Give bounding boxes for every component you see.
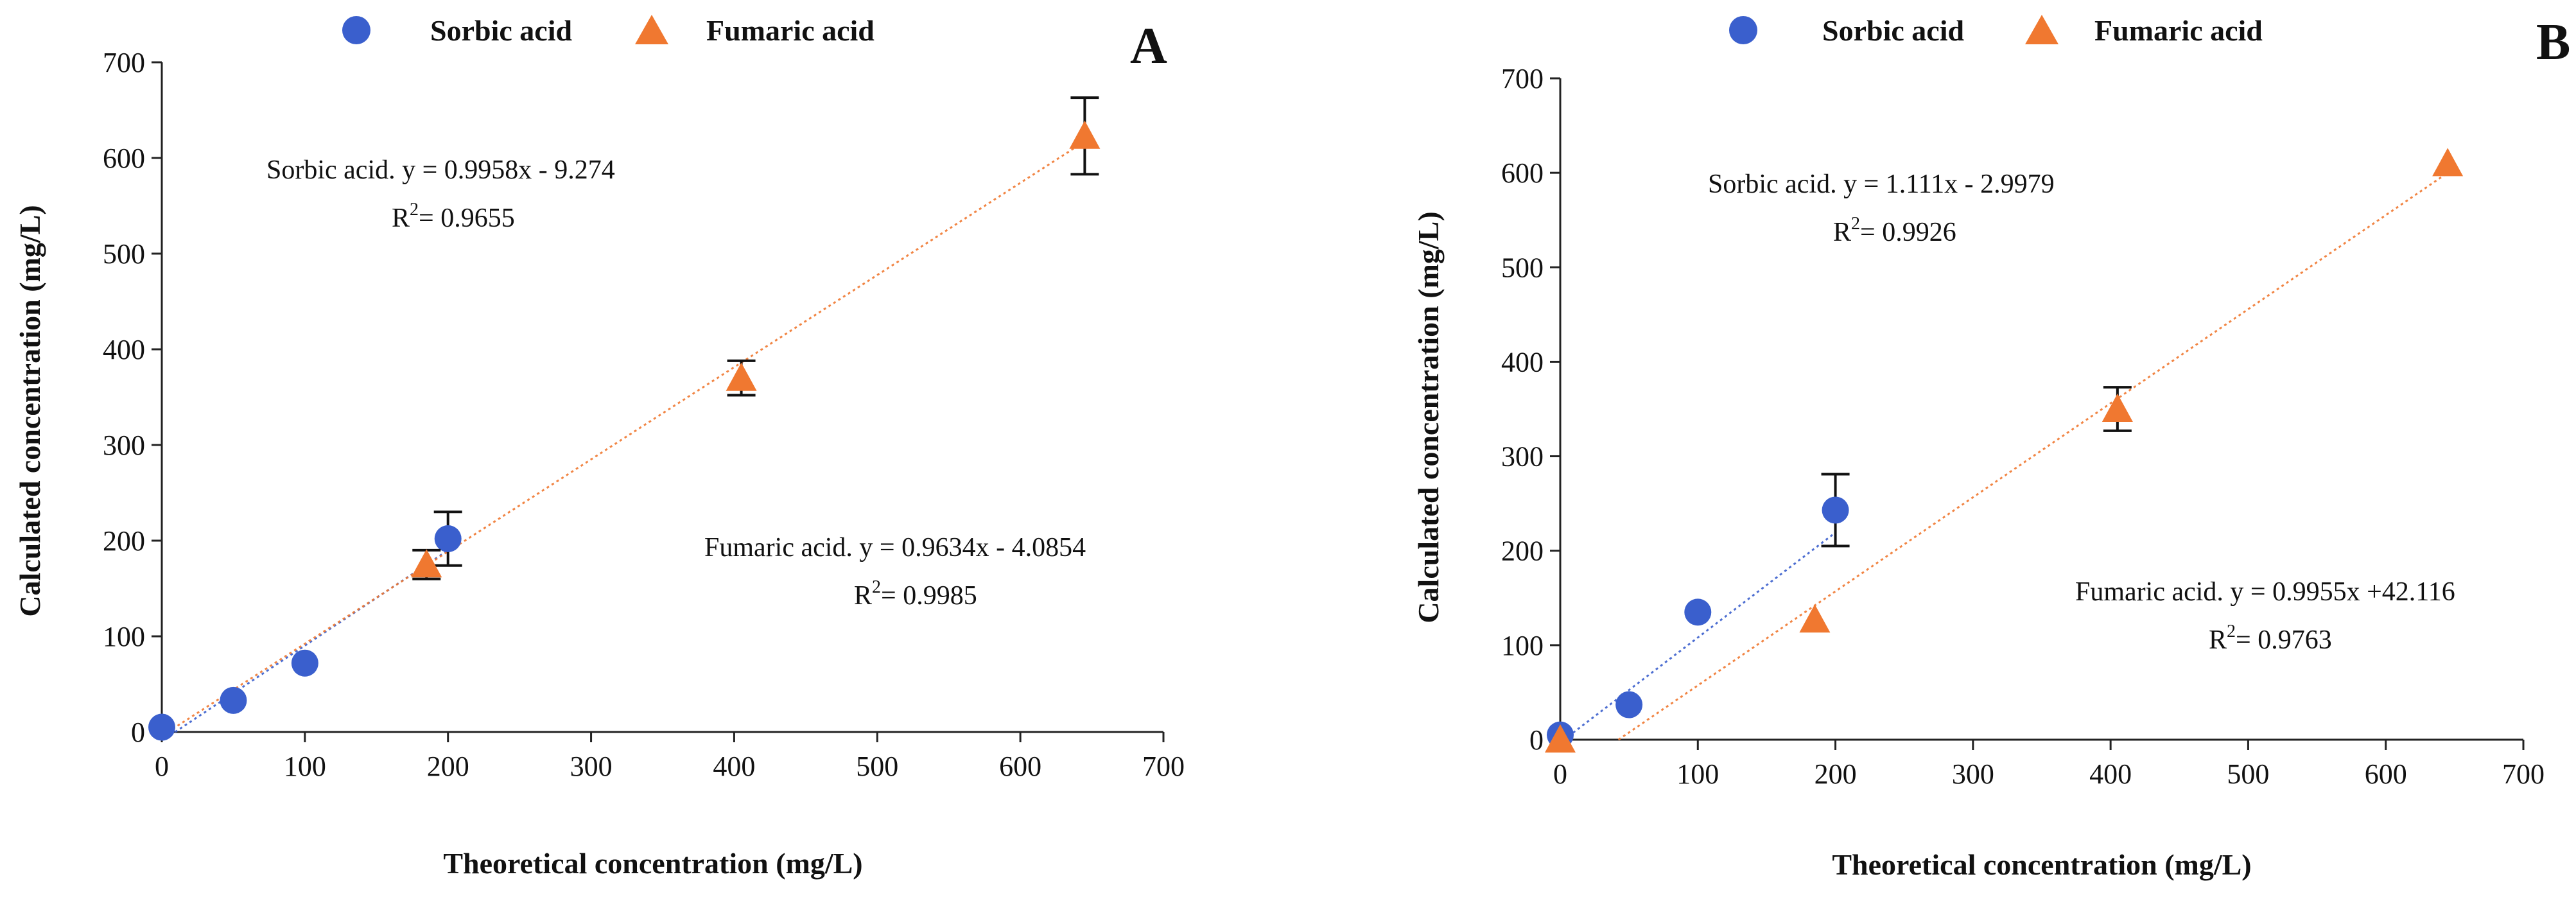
x-tick-label: 500: [2227, 758, 2269, 790]
y-tick-label: 600: [1501, 157, 1544, 189]
data-point-fumaric-acid: [1799, 604, 1831, 633]
legend-marker-sorbic-acid: [1729, 16, 1757, 44]
data-point-sorbic-acid: [291, 649, 318, 677]
x-tick-label: 200: [427, 751, 469, 782]
data-point-fumaric-acid: [1545, 724, 1576, 753]
data-point-sorbic-acid: [1684, 598, 1712, 626]
data-points-b: [1545, 148, 2464, 753]
y-tick-label: 700: [1501, 63, 1544, 94]
y-tick-label: 0: [1529, 724, 1544, 756]
data-point-sorbic-acid: [1822, 496, 1849, 524]
equation-box-fumaric-b: [2064, 564, 2520, 679]
data-point-sorbic-acid: [1615, 691, 1643, 718]
y-tick-label: 400: [103, 334, 145, 365]
r2-fumaric-a: R2= 0.9985: [854, 577, 977, 611]
y-tick-label: 500: [1501, 252, 1544, 283]
fit-lines-b: [1563, 171, 2448, 741]
equation-box-sorbic-a: [254, 140, 684, 256]
x-tick-label: 0: [1553, 758, 1567, 790]
x-tick-label: 400: [2089, 758, 2132, 790]
fit-line-fumaric-acid: [167, 140, 1086, 733]
x-axis-title-a: Theoretical concentration (mg/L): [443, 847, 862, 880]
legend-marker-fumaric-acid: [635, 15, 668, 44]
equation-sorbic-a: Sorbic acid. y = 0.9958x - 9.274: [266, 155, 615, 185]
legend-marker-fumaric-acid: [2025, 15, 2058, 44]
x-tick-label: 300: [570, 751, 613, 782]
y-axis-title-a: Calculated concentration (mg/L): [13, 205, 46, 616]
equation-sorbic-b: Sorbic acid. y = 1.111x - 2.9979: [1708, 170, 2055, 199]
fit-line-sorbic-acid: [1563, 532, 1836, 741]
y-tick-label: 300: [103, 430, 145, 461]
r2-sorbic-a: R2= 0.9655: [392, 200, 515, 233]
fit-lines-a: [167, 140, 1086, 733]
data-point-fumaric-acid: [411, 549, 442, 578]
legend-label-fumaric-acid: Fumaric acid: [2094, 14, 2263, 47]
r2-sorbic-b: R2= 0.9926: [1833, 214, 1956, 247]
axes-b: 0 100 200 300 400 500 600 700 0 100 200 300 400 500 60…: [1501, 63, 2545, 790]
data-points-a: [148, 96, 1101, 741]
x-tick-label: 300: [1952, 758, 1994, 790]
data-point-sorbic-acid: [148, 713, 175, 741]
axes-a: 0 100 200 300 400 500 600 700 0 100 200 300 400 500 60…: [103, 47, 1185, 782]
chart-panel-a: Sorbic acid Fumaric acid A Sorbic acid. …: [13, 14, 1185, 880]
legend-label-fumaric-acid: Fumaric acid: [706, 14, 875, 47]
equation-fumaric-a: Fumaric acid. y = 0.9634x - 4.0854: [704, 533, 1086, 562]
data-point-fumaric-acid: [2432, 148, 2464, 177]
x-tick-label: 0: [155, 751, 169, 782]
y-tick-label: 600: [103, 143, 145, 174]
legend-label-sorbic-acid: Sorbic acid: [1822, 14, 1964, 47]
x-tick-label: 200: [1815, 758, 1857, 790]
y-tick-label: 400: [1501, 346, 1544, 378]
x-tick-label: 500: [856, 751, 898, 782]
y-tick-label: 700: [103, 47, 145, 78]
equation-box-fumaric-a: [693, 519, 1181, 634]
legend-marker-sorbic-acid: [342, 16, 370, 44]
legend: Sorbic acid Fumaric acid: [1729, 14, 2263, 47]
y-tick-label: 100: [103, 621, 145, 652]
x-tick-label: 700: [2502, 758, 2545, 790]
legend-label-sorbic-acid: Sorbic acid: [430, 14, 572, 47]
data-point-fumaric-acid: [726, 362, 757, 391]
data-point-sorbic-acid: [220, 686, 247, 714]
panel-letter-a: A: [1130, 18, 1167, 74]
panel-letter-b: B: [2536, 14, 2570, 71]
legend: Sorbic acid Fumaric acid: [342, 14, 875, 47]
equation-fumaric-b: Fumaric acid. y = 0.9955x +42.116: [2075, 577, 2455, 607]
r2-fumaric-b: R2= 0.9763: [2209, 622, 2332, 655]
x-tick-label: 700: [1142, 751, 1185, 782]
x-tick-label: 600: [999, 751, 1041, 782]
y-tick-label: 200: [103, 525, 145, 557]
data-point-fumaric-acid: [1069, 120, 1101, 149]
y-axis-title-b: Calculated concentration (mg/L): [1412, 211, 1445, 623]
y-tick-label: 500: [103, 238, 145, 270]
x-tick-label: 100: [284, 751, 326, 782]
x-tick-label: 600: [2365, 758, 2407, 790]
y-tick-label: 0: [131, 717, 145, 748]
data-point-fumaric-acid: [2102, 394, 2133, 422]
y-tick-label: 300: [1501, 441, 1544, 473]
chart-panel-b: Sorbic acid Fumaric acid B Sorbic acid. …: [1412, 14, 2570, 881]
y-tick-label: 200: [1501, 536, 1544, 567]
y-tick-label: 100: [1501, 630, 1544, 661]
x-axis-title-b: Theoretical concentration (mg/L): [1832, 848, 2251, 881]
x-tick-label: 400: [713, 751, 755, 782]
data-point-sorbic-acid: [434, 525, 462, 553]
equation-box-sorbic-b: [1698, 154, 2090, 266]
x-tick-label: 100: [1676, 758, 1719, 790]
